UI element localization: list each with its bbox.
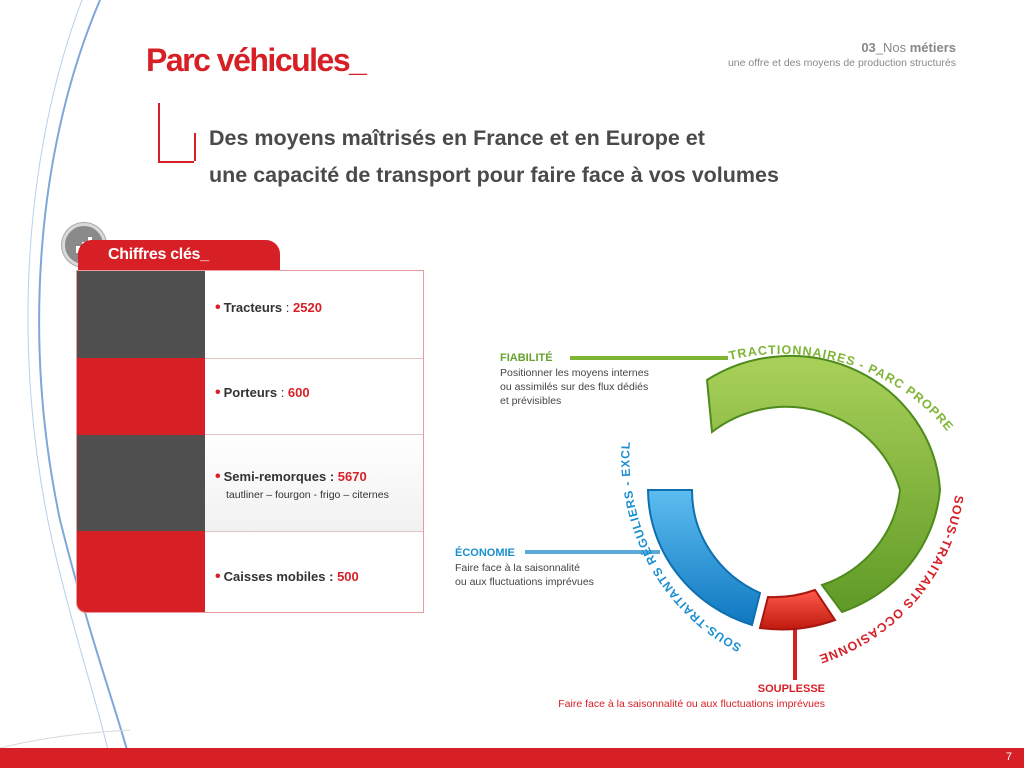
key-figure-label: Semi-remorques	[223, 469, 327, 484]
section-heading: 03_Nos métiers	[728, 40, 956, 55]
bullet-icon: •	[215, 299, 221, 316]
row-divider	[205, 358, 423, 359]
key-figure-item: • Porteurs : 600	[215, 384, 310, 402]
key-figure-text: • Semi-remorques : 5670 tautliner – fourg…	[205, 435, 423, 531]
key-figure-text: • Tracteurs : 2520	[205, 271, 423, 358]
section-prefix: _Nos	[875, 40, 910, 55]
fiabilite-title: FIABILITÉ	[500, 352, 553, 364]
subtitle-line: Des moyens maîtrisés en France et en Eur…	[209, 126, 705, 150]
key-figures-tab: Chiffres clés_	[78, 240, 280, 272]
key-figure-item: • Semi-remorques : 5670	[215, 468, 367, 486]
segment-occasionnels	[758, 588, 837, 631]
subtitle-bracket	[158, 103, 196, 163]
key-figure-value: 500	[337, 569, 359, 584]
segment-tractionnaires	[705, 354, 942, 614]
economie-title: ÉCONOMIE	[455, 547, 515, 559]
subtitle-line: une capacité de transport pour faire fac…	[209, 163, 779, 187]
page-number: 7	[1005, 751, 1012, 763]
vehicle-photo-panel	[77, 435, 205, 531]
key-figure-row: • Caisses mobiles : 500	[77, 532, 423, 612]
key-figure-text: • Caisses mobiles : 500	[205, 532, 423, 612]
key-figure-row: • Semi-remorques : 5670 tautliner – fourg…	[77, 435, 423, 531]
key-figure-text: • Porteurs : 600	[205, 359, 423, 434]
key-figures-tab-label: Chiffres clés_	[108, 246, 209, 263]
key-figure-label: Tracteurs	[223, 300, 283, 315]
fiabilite-text: Positionner les moyens internes ou assim…	[500, 366, 649, 408]
row-divider	[205, 434, 423, 435]
section-number: 03	[861, 40, 876, 55]
key-figure-item: • Caisses mobiles : 500	[215, 568, 359, 586]
bullet-icon: •	[215, 568, 221, 585]
arc-label-reguliers: SOUS-TRAITANTS RÉGULIERS - EXCLUSIFS	[0, 0, 743, 655]
key-figure-item: • Tracteurs : 2520	[215, 299, 322, 317]
key-figure-value: 2520	[293, 300, 322, 315]
key-figure-row: • Tracteurs : 2520	[77, 271, 423, 358]
fiabilite-text-line: ou assimilés sur des flux dédiés	[500, 381, 649, 393]
economie-text-line: ou aux fluctuations imprévues	[455, 576, 594, 588]
fiabilite-text-line: et prévisibles	[500, 395, 562, 407]
souplesse-text-line: Faire face à la saisonnalité ou aux fluc…	[558, 698, 825, 710]
vehicle-photo-panel	[77, 271, 205, 358]
key-figure-label: Caisses mobiles	[223, 569, 326, 584]
key-figure-note: tautliner – fourgon - frigo – citernes	[226, 489, 389, 501]
key-figures-card: • Tracteurs : 2520 • Porteurs : 600 • Semi-…	[76, 270, 424, 613]
subtitle: Des moyens maîtrisés en France et en Eur…	[209, 120, 779, 194]
key-figure-value: 5670	[337, 469, 367, 484]
bullet-icon: •	[215, 468, 221, 485]
key-figure-separator: :	[326, 469, 338, 484]
souplesse-text: Faire face à la saisonnalité ou aux fluc…	[558, 697, 825, 711]
page-title: Parc véhicules_	[146, 42, 367, 78]
key-figure-row: • Porteurs : 600	[77, 359, 423, 434]
fiabilite-text-line: Positionner les moyens internes	[500, 367, 649, 379]
section-name: métiers	[909, 40, 956, 55]
key-figure-separator: :	[325, 569, 338, 584]
economie-text: Faire face à la saisonnalité ou aux fluc…	[455, 561, 594, 589]
row-divider	[205, 531, 423, 532]
key-figure-separator: :	[277, 385, 288, 400]
key-figure-label: Porteurs	[223, 385, 278, 400]
key-figure-value: 600	[287, 385, 310, 400]
section-caption: une offre et des moyens de production st…	[727, 57, 956, 69]
segment-reguliers	[646, 489, 762, 627]
section-header: 03_Nos métiers une offre et des moyens d…	[728, 40, 956, 69]
bullet-icon: •	[215, 384, 221, 401]
key-figure-separator: :	[282, 300, 293, 315]
souplesse-title: SOUPLESSE	[757, 683, 825, 695]
footer-bar: 7	[0, 748, 1024, 768]
economie-text-line: Faire face à la saisonnalité	[455, 562, 580, 574]
